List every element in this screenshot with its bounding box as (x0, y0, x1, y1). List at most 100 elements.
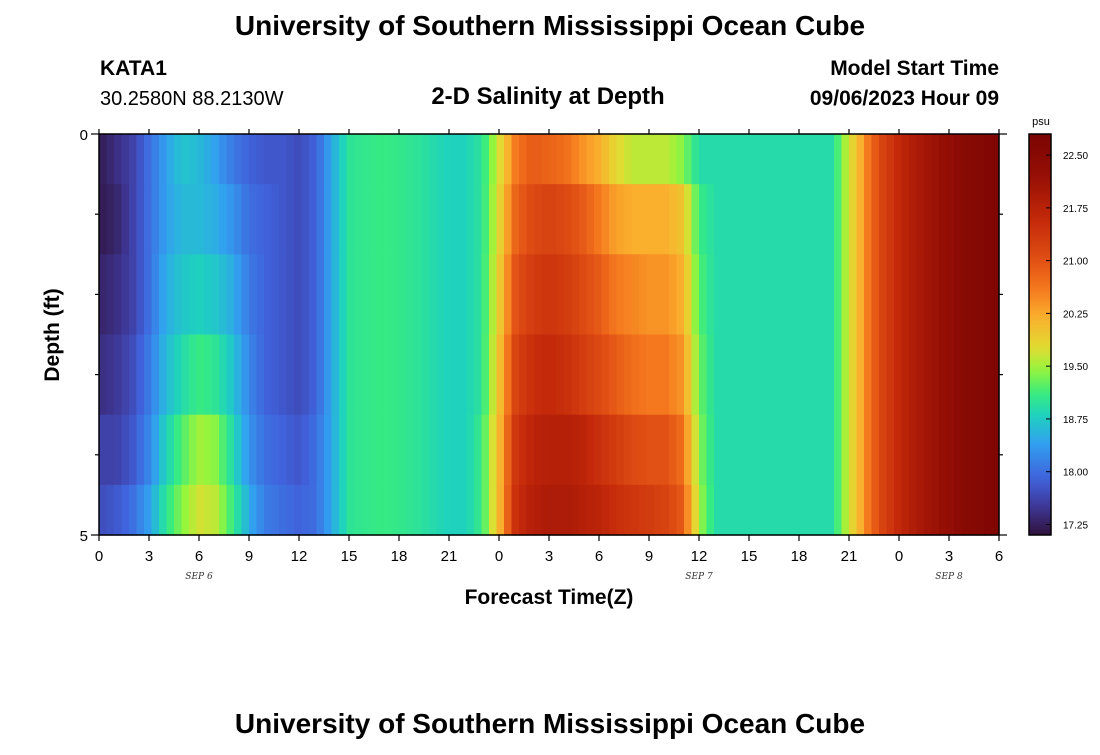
heatmap-cell (249, 254, 258, 336)
heatmap-cell (519, 254, 528, 336)
heatmap-cell (129, 134, 138, 185)
heatmap-cell (991, 254, 1000, 336)
heatmap-cell (99, 334, 108, 416)
heatmap-cell (474, 334, 483, 416)
heatmap-cell (961, 134, 970, 185)
heatmap-cell (556, 134, 565, 185)
heatmap-cell (226, 334, 235, 416)
heatmap-cell (796, 334, 805, 416)
heatmap-cell (699, 334, 708, 416)
heatmap-cell (489, 414, 498, 486)
heatmap-cell (624, 334, 633, 416)
heatmap-cell (106, 184, 115, 255)
heatmap-cell (496, 334, 505, 416)
heatmap-cell (541, 414, 550, 486)
heatmap-cell (459, 184, 468, 255)
heatmap-cell (189, 484, 198, 536)
heatmap-cell (841, 484, 850, 536)
heatmap-cell (354, 134, 363, 185)
heatmap-cell (609, 134, 618, 185)
heatmap-cell (691, 414, 700, 486)
heatmap-cell (226, 484, 235, 536)
x-tick-label: 15 (741, 548, 758, 565)
heatmap-cell (879, 254, 888, 336)
heatmap-cell (976, 484, 985, 536)
heatmap-cell (811, 254, 820, 336)
heatmap-cell (444, 414, 453, 486)
heatmap-cell (511, 334, 520, 416)
heatmap-cell (789, 414, 798, 486)
heatmap-cell (369, 134, 378, 185)
heatmap-cell (939, 484, 948, 536)
heatmap-cell (856, 254, 865, 336)
heatmap-cell (189, 254, 198, 336)
heatmap-cell (579, 414, 588, 486)
heatmap-cell (901, 134, 910, 185)
heatmap-cell (886, 484, 895, 536)
heatmap-cell (586, 484, 595, 536)
heatmap-cell (924, 134, 933, 185)
heatmap-cell (121, 184, 130, 255)
heatmap-cell (121, 254, 130, 336)
heatmap-cell (534, 134, 543, 185)
heatmap-cell (414, 184, 423, 255)
heatmap-cell (451, 254, 460, 336)
heatmap-cell (969, 134, 978, 185)
heatmap-cell (841, 134, 850, 185)
heatmap-cell (706, 254, 715, 336)
heatmap-cell (571, 334, 580, 416)
heatmap-cell (144, 254, 153, 336)
heatmap-cell (451, 484, 460, 536)
heatmap-cell (211, 334, 220, 416)
heatmap-cell (99, 414, 108, 486)
heatmap-cell (774, 484, 783, 536)
heatmap-cell (729, 414, 738, 486)
heatmap-cell (946, 334, 955, 416)
heatmap-cell (106, 334, 115, 416)
heatmap-cell (474, 414, 483, 486)
heatmap-cell (721, 254, 730, 336)
heatmap-cell (616, 484, 625, 536)
heatmap-cell (909, 334, 918, 416)
heatmap-cell (181, 414, 190, 486)
heatmap-cell (781, 414, 790, 486)
heatmap-cell (864, 414, 873, 486)
heatmap-cell (549, 334, 558, 416)
heatmap-cell (991, 184, 1000, 255)
heatmap-cell (901, 254, 910, 336)
heatmap-cell (369, 484, 378, 536)
heatmap-cell (646, 334, 655, 416)
heatmap-cell (594, 254, 603, 336)
heatmap-cell (504, 134, 513, 185)
heatmap-cell (549, 414, 558, 486)
heatmap-cell (744, 184, 753, 255)
heatmap-cell (856, 414, 865, 486)
heatmap-cell (811, 414, 820, 486)
heatmap-cell (196, 414, 205, 486)
heatmap-cell (444, 484, 453, 536)
heatmap-cell (571, 184, 580, 255)
heatmap-cell (436, 334, 445, 416)
heatmap-cell (954, 254, 963, 336)
heatmap-cell (136, 184, 145, 255)
heatmap-cell (309, 334, 318, 416)
heatmap-cell (924, 184, 933, 255)
heatmap-cell (324, 414, 333, 486)
heatmap-cell (849, 484, 858, 536)
heatmap-cell (451, 414, 460, 486)
heatmap-cell (646, 414, 655, 486)
heatmap-cell (894, 414, 903, 486)
heatmap-cell (406, 484, 415, 536)
heatmap-cell (339, 484, 348, 536)
heatmap-cell (481, 334, 490, 416)
y-axis-label: Depth (ft) (41, 288, 64, 381)
heatmap-cell (151, 254, 160, 336)
heatmap-cell (751, 414, 760, 486)
heatmap-cell (609, 414, 618, 486)
heatmap-cell (706, 334, 715, 416)
heatmap-cell (159, 254, 168, 336)
heatmap-cell (99, 254, 108, 336)
heatmap-cell (796, 184, 805, 255)
heatmap-cell (376, 484, 385, 536)
heatmap-cell (526, 414, 535, 486)
